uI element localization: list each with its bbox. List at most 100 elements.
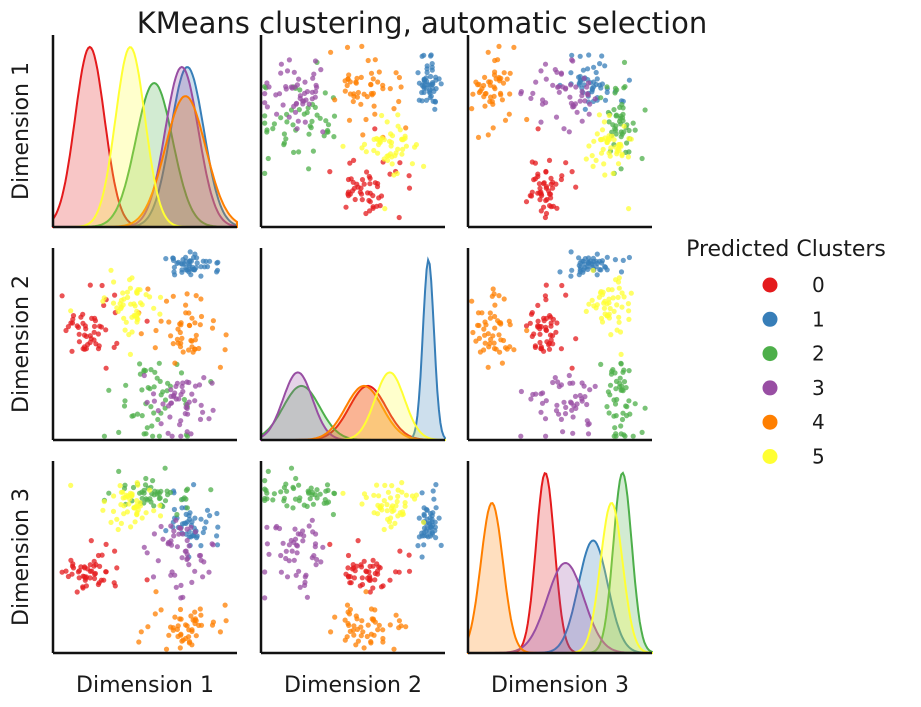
point-cluster-3 [573, 405, 579, 411]
point-cluster-5 [392, 520, 398, 527]
point-cluster-1 [186, 513, 192, 519]
point-cluster-3 [318, 67, 324, 73]
point-cluster-5 [388, 131, 394, 137]
point-cluster-1 [178, 261, 184, 267]
point-cluster-3 [300, 528, 306, 534]
point-cluster-3 [312, 58, 319, 64]
point-cluster-2 [144, 425, 150, 431]
point-cluster-0 [542, 293, 549, 299]
point-cluster-1 [198, 516, 204, 522]
point-cluster-4 [217, 629, 223, 635]
point-cluster-0 [563, 292, 569, 298]
point-cluster-4 [197, 606, 203, 612]
point-cluster-4 [372, 57, 378, 63]
point-cluster-4 [499, 360, 505, 366]
point-cluster-3 [186, 399, 192, 405]
point-cluster-2 [619, 115, 626, 121]
point-cluster-4 [485, 49, 491, 55]
point-cluster-2 [611, 433, 617, 439]
point-cluster-1 [421, 89, 427, 95]
point-cluster-3 [192, 529, 199, 535]
point-cluster-5 [127, 490, 133, 496]
point-cluster-2 [284, 119, 290, 125]
point-cluster-0 [573, 184, 579, 190]
point-cluster-3 [293, 572, 299, 578]
point-cluster-5 [157, 513, 164, 519]
point-cluster-1 [163, 256, 169, 262]
point-cluster-1 [438, 542, 444, 549]
point-cluster-3 [151, 398, 157, 404]
point-cluster-1 [626, 77, 633, 83]
point-cluster-4 [372, 607, 378, 613]
point-cluster-0 [527, 320, 533, 326]
point-cluster-2 [613, 378, 620, 384]
point-cluster-4 [365, 622, 371, 628]
point-cluster-5 [621, 123, 627, 129]
point-cluster-4 [192, 346, 198, 352]
point-cluster-2 [281, 498, 287, 504]
point-cluster-1 [423, 97, 430, 103]
point-cluster-3 [206, 416, 212, 422]
point-cluster-5 [151, 508, 157, 514]
point-cluster-5 [395, 493, 401, 499]
point-cluster-2 [632, 401, 638, 407]
point-cluster-4 [351, 632, 357, 638]
point-cluster-5 [108, 267, 114, 273]
point-cluster-0 [74, 589, 80, 595]
point-cluster-1 [424, 516, 430, 522]
point-cluster-4 [492, 325, 498, 331]
point-cluster-3 [543, 398, 549, 404]
point-cluster-5 [120, 290, 126, 296]
point-cluster-4 [485, 132, 491, 138]
point-cluster-5 [147, 487, 153, 493]
point-cluster-3 [566, 372, 572, 379]
point-cluster-5 [599, 319, 606, 325]
point-cluster-3 [294, 126, 300, 132]
point-cluster-1 [428, 73, 434, 80]
point-cluster-0 [357, 189, 363, 195]
point-cluster-2 [152, 369, 158, 375]
point-cluster-2 [310, 501, 316, 507]
point-cluster-4 [363, 116, 369, 123]
point-cluster-5 [139, 515, 145, 521]
point-cluster-3 [568, 100, 575, 106]
point-cluster-0 [111, 580, 117, 586]
point-cluster-1 [419, 490, 425, 496]
point-cluster-3 [518, 433, 524, 439]
point-cluster-3 [150, 391, 157, 397]
point-cluster-0 [406, 173, 412, 179]
point-cluster-0 [98, 577, 104, 583]
point-cluster-1 [421, 533, 427, 539]
point-cluster-2 [297, 87, 303, 93]
point-cluster-1 [582, 106, 588, 112]
point-cluster-0 [535, 173, 541, 180]
point-cluster-4 [487, 341, 493, 347]
point-cluster-5 [134, 510, 140, 516]
point-cluster-5 [593, 157, 599, 163]
point-cluster-0 [96, 343, 102, 349]
point-cluster-0 [397, 160, 403, 166]
point-cluster-1 [585, 261, 592, 267]
point-cluster-5 [590, 163, 596, 169]
point-cluster-0 [553, 329, 559, 335]
point-cluster-3 [273, 525, 279, 531]
point-cluster-2 [151, 410, 157, 416]
point-cluster-5 [135, 316, 141, 322]
legend-label-0: 0 [812, 273, 825, 297]
point-cluster-3 [197, 416, 204, 422]
point-cluster-3 [292, 536, 299, 542]
point-cluster-5 [128, 301, 134, 307]
point-cluster-5 [606, 112, 612, 119]
point-cluster-4 [355, 638, 361, 644]
point-cluster-3 [168, 542, 175, 548]
point-cluster-2 [137, 361, 143, 367]
point-cluster-0 [370, 563, 376, 569]
point-cluster-5 [618, 351, 624, 357]
point-cluster-0 [75, 324, 81, 330]
point-cluster-1 [204, 264, 211, 270]
point-cluster-2 [158, 392, 164, 398]
point-cluster-0 [550, 185, 556, 191]
point-cluster-3 [302, 90, 308, 96]
point-cluster-4 [391, 646, 397, 652]
point-cluster-2 [322, 497, 328, 503]
